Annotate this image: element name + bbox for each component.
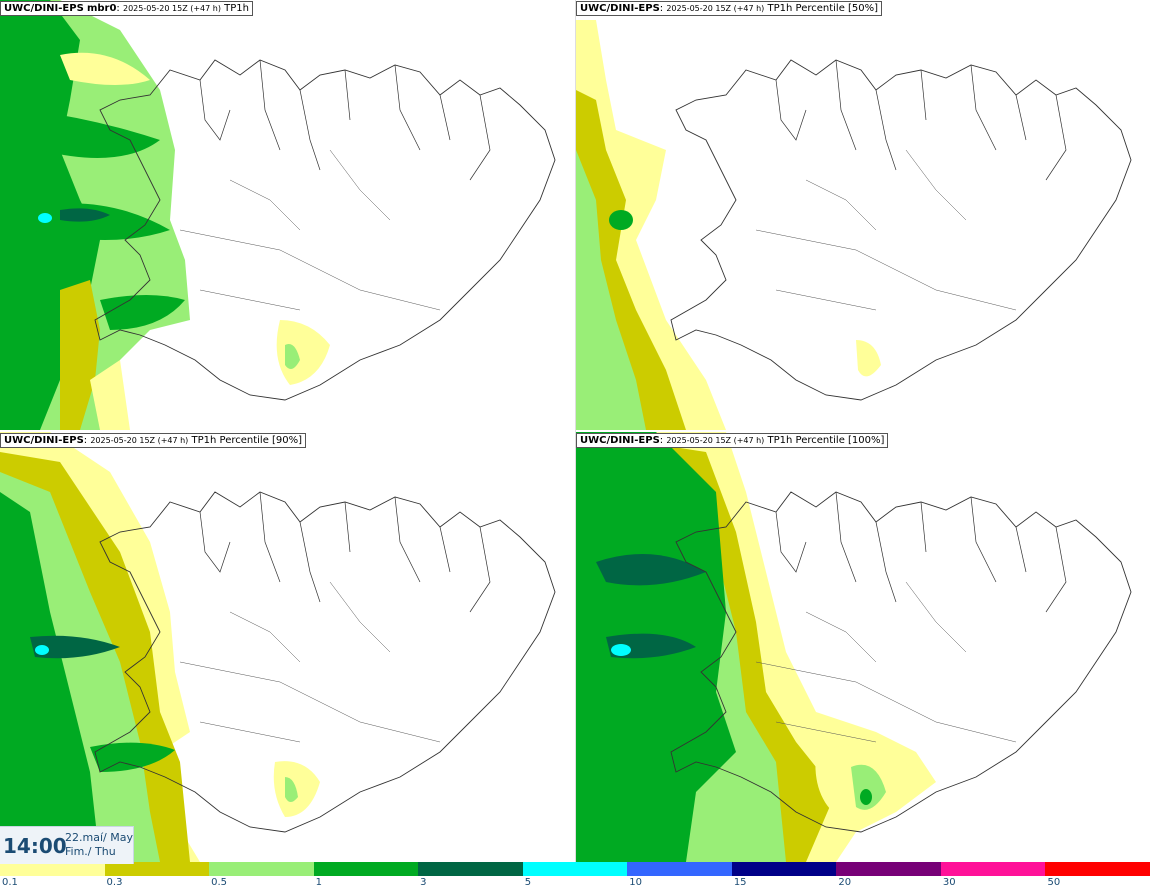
precip-map-1 (0, 0, 556, 430)
run-time: 2025-05-20 15Z (+47 h) (666, 4, 765, 13)
legend-label: 0.1 (2, 877, 18, 888)
legend-label: 0.3 (106, 877, 123, 888)
panel-title: UWC/DINI-EPS: 2025-05-20 15Z (+47 h) TP1… (576, 433, 889, 448)
legend-label: 50 (1047, 877, 1061, 888)
legend-swatch (1045, 862, 1150, 876)
model-name: UWC/DINI-EPS (4, 435, 84, 446)
legend-swatch (836, 862, 941, 876)
legend-swatch (0, 862, 105, 876)
map-panel-p90: UWC/DINI-EPS: 2025-05-20 15Z (+47 h) TP1… (0, 432, 575, 862)
map-panel-mbr0: UWC/DINI-EPS mbr0: 2025-05-20 15Z (+47 h… (0, 0, 575, 430)
panel-title: UWC/DINI-EPS mbr0: 2025-05-20 15Z (+47 h… (0, 1, 253, 16)
valid-time-box: 14:00 22.maí/ May Fim./ Thu (0, 826, 134, 864)
legend-label: 0.5 (211, 877, 227, 888)
legend-label: 15 (733, 877, 747, 888)
model-name: UWC/DINI-EPS (580, 3, 660, 14)
legend-swatch (522, 862, 628, 876)
member-name: mbr0 (86, 3, 117, 14)
legend-swatch (940, 862, 1046, 876)
legend-color-bar (0, 862, 1150, 876)
precip-map-3 (0, 432, 556, 862)
run-time: 2025-05-20 15Z (+47 h) (90, 436, 189, 445)
run-time: 2025-05-20 15Z (+47 h) (122, 4, 221, 13)
map-panel-p50: UWC/DINI-EPS: 2025-05-20 15Z (+47 h) TP1… (576, 0, 1150, 430)
valid-time-date: 22.maí/ May Fim./ Thu (65, 831, 133, 859)
model-name: UWC/DINI-EPS (4, 3, 84, 14)
legend-swatch (731, 862, 837, 876)
legend-swatch (627, 862, 732, 876)
legend-label: 1 (315, 877, 322, 888)
date-line-2: Fim./ Thu (65, 845, 116, 858)
panel-title: UWC/DINI-EPS: 2025-05-20 15Z (+47 h) TP1… (0, 433, 307, 448)
valid-time-clock: 14:00 (3, 834, 67, 858)
legend-swatch (104, 862, 210, 876)
legend-swatch (418, 862, 523, 876)
precip-map-2 (576, 20, 1132, 430)
panel-divider (575, 0, 576, 862)
model-name: UWC/DINI-EPS (580, 435, 660, 446)
field-name: TP1h (224, 3, 249, 14)
legend-swatch (209, 862, 314, 876)
date-line-1: 22.maí/ May (65, 831, 133, 844)
field-name: TP1h Percentile [100%] (767, 435, 885, 446)
precip-map-4 (576, 432, 1132, 862)
color-legend: 0.1 0.3 0.5 1 3 5 10 15 20 30 50 (0, 862, 1150, 891)
field-name: TP1h Percentile [50%] (767, 3, 879, 14)
legend-label: 30 (942, 877, 956, 888)
map-panel-p100: UWC/DINI-EPS: 2025-05-20 15Z (+47 h) TP1… (576, 432, 1150, 862)
field-name: TP1h Percentile [90%] (191, 435, 303, 446)
run-time: 2025-05-20 15Z (+47 h) (666, 436, 765, 445)
panel-title: UWC/DINI-EPS: 2025-05-20 15Z (+47 h) TP1… (576, 1, 883, 16)
legend-label: 5 (524, 877, 532, 888)
legend-label: 10 (629, 877, 642, 888)
legend-swatch (313, 862, 419, 876)
legend-label: 20 (838, 877, 852, 888)
legend-label: 3 (420, 877, 427, 888)
